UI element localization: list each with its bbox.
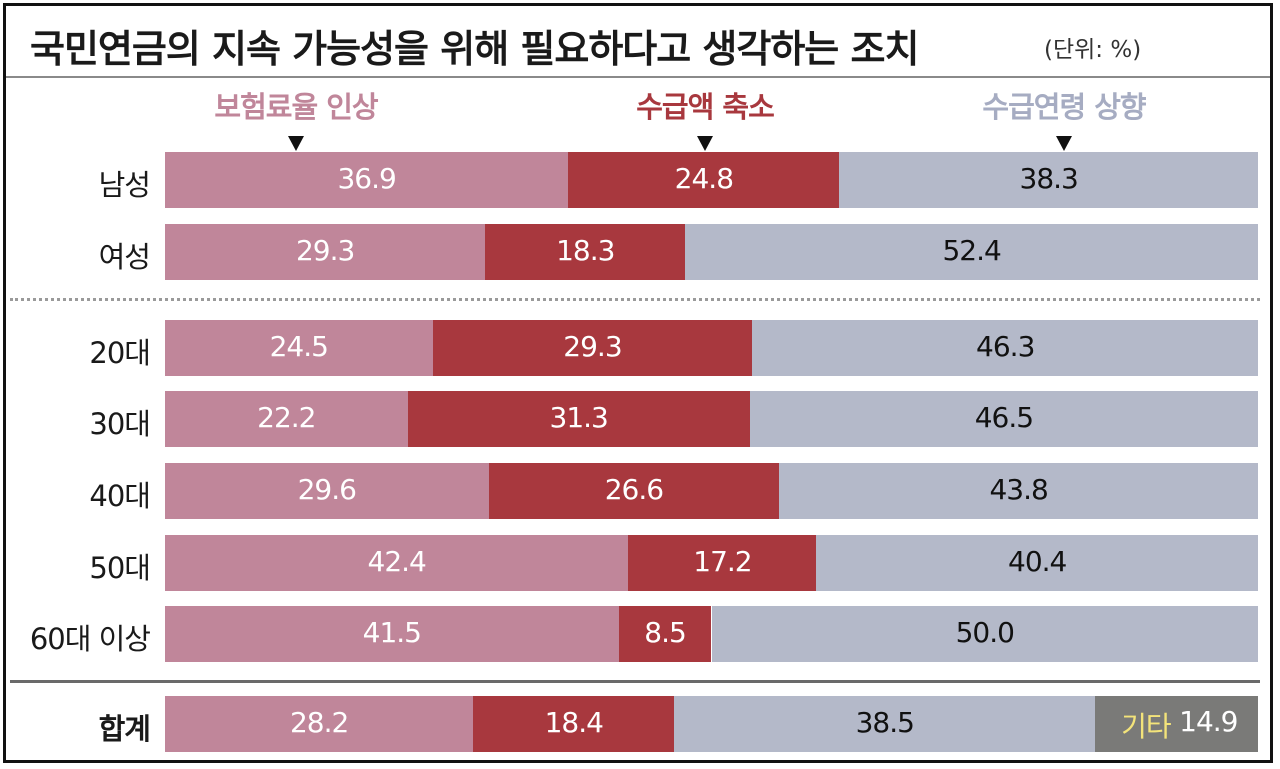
bar-segment: [165, 463, 489, 519]
data-label: 36.9: [337, 162, 396, 195]
legend-pointer-icon: [288, 136, 304, 151]
total-divider: [10, 680, 1260, 683]
data-label: 38.3: [1019, 162, 1079, 195]
data-label: 43.8: [989, 473, 1048, 506]
data-label: 18.4: [544, 706, 604, 739]
bar-segment: [749, 391, 1258, 447]
bar-segment: [165, 606, 619, 662]
data-label: 46.5: [974, 401, 1034, 434]
bar-segment: [165, 696, 474, 752]
data-label: 17.2: [693, 545, 752, 578]
legend-pointer-icon: [697, 136, 713, 151]
bar-segment: [839, 152, 1258, 208]
bar-segment-other: [1095, 696, 1258, 752]
data-label: 29.3: [563, 330, 622, 363]
chart-frame: 국민연금의 지속 가능성을 위해 필요하다고 생각하는 조치 (단위: %): [3, 3, 1273, 763]
data-label: 29.6: [297, 473, 357, 506]
row-label: 여성: [98, 240, 151, 274]
data-label: 50.0: [955, 616, 1015, 649]
bar-segment: [752, 320, 1258, 376]
bar-segment: [618, 606, 712, 662]
data-label: 26.6: [604, 473, 664, 506]
other-legend-label: 기타: [1121, 710, 1172, 743]
data-label: 40.4: [1008, 545, 1067, 578]
legend-series-1: 보험료율 인상: [214, 90, 378, 124]
data-label: 29.3: [295, 234, 355, 267]
row-label: 50대: [89, 551, 151, 585]
title-divider: [6, 76, 1270, 78]
bar-segment: [485, 224, 686, 280]
unit-label: (단위: %): [1044, 37, 1142, 63]
bar-segment: [488, 463, 780, 519]
row-label: 합계: [98, 712, 151, 746]
bar-segment: [685, 224, 1258, 280]
bar-segment: [711, 606, 1258, 662]
row-label: 20대: [89, 336, 151, 370]
bar-segment: [674, 696, 1096, 752]
data-label: 52.4: [942, 234, 1001, 267]
bar-segment: [628, 535, 817, 591]
data-label: 28.2: [289, 706, 349, 739]
bar-segment: [165, 391, 408, 447]
row-label: 남성: [98, 168, 151, 202]
data-label: 22.2: [257, 401, 316, 434]
row-label: 40대: [89, 479, 151, 513]
data-label: 18.3: [556, 234, 615, 267]
data-label: 41.5: [362, 616, 422, 649]
data-label: 24.5: [269, 330, 329, 363]
bar-segment: [816, 535, 1258, 591]
bar-segment: [779, 463, 1258, 519]
bar-segment: [165, 224, 486, 280]
bar-segment: [432, 320, 753, 376]
data-label: 42.4: [367, 545, 427, 578]
gender-age-divider: [10, 298, 1260, 301]
bar-segment: [165, 152, 569, 208]
legend-series-2: 수급액 축소: [636, 90, 774, 124]
row-label: 30대: [89, 407, 151, 441]
chart-title: 국민연금의 지속 가능성을 위해 필요하다고 생각하는 조치: [30, 27, 919, 71]
data-label: 14.9: [1179, 705, 1238, 738]
bar-segment: [407, 391, 750, 447]
data-label: 31.3: [549, 401, 609, 434]
data-label: 46.3: [976, 330, 1035, 363]
bar-segment: [165, 535, 629, 591]
data-label: 8.5: [644, 616, 687, 649]
bar-segment: [473, 696, 675, 752]
data-label: 24.8: [674, 162, 734, 195]
bar-segment: [165, 320, 433, 376]
legend-series-3: 수급연령 상향: [982, 90, 1146, 124]
row-label: 60대 이상: [29, 622, 151, 656]
data-label: 38.5: [855, 706, 915, 739]
bar-segment: [568, 152, 840, 208]
legend-pointer-icon: [1056, 136, 1072, 151]
